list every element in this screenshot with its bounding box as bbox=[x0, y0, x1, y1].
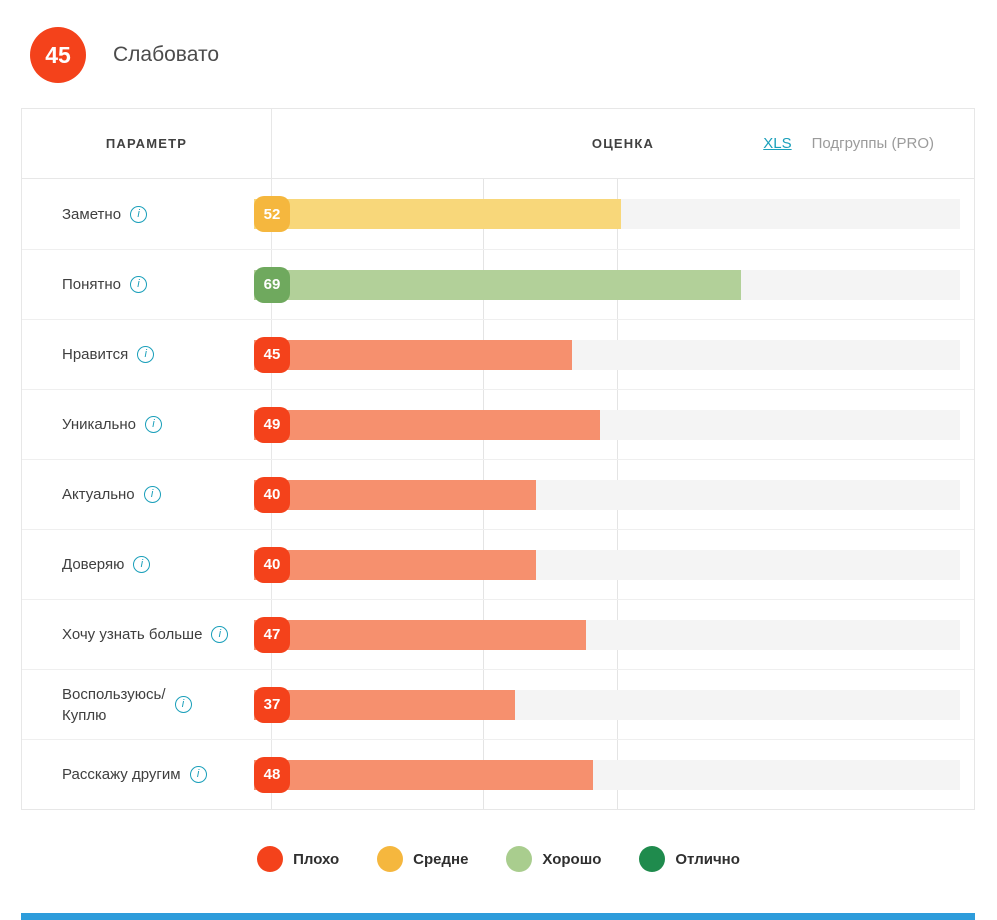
table-row: Понятно i 69 bbox=[22, 249, 974, 319]
legend-dot bbox=[506, 846, 533, 872]
bar-cell: 37 bbox=[254, 670, 974, 739]
score-badge: 45 bbox=[254, 336, 290, 373]
score-badge: 40 bbox=[254, 476, 290, 513]
parameter-cell: Хочу узнать больше i bbox=[22, 600, 272, 669]
legend-item: Средне bbox=[377, 846, 468, 872]
survey-report-page: 45 Слабовато ПАРАМЕТР ОЦЕНКА XLS Подгруп… bbox=[0, 27, 997, 920]
score-badge: 48 bbox=[254, 756, 290, 793]
info-icon[interactable]: i bbox=[137, 346, 155, 363]
bar-cell: 45 bbox=[254, 320, 974, 389]
parameter-label: Актуально bbox=[62, 486, 135, 503]
info-icon[interactable]: i bbox=[130, 205, 148, 223]
table-row: Хочу узнать больше i 47 bbox=[22, 599, 974, 669]
parameter-label: Расскажу другим bbox=[62, 766, 181, 783]
footer-strip bbox=[21, 913, 975, 920]
legend-label: Хорошо bbox=[542, 850, 602, 868]
bar-fill bbox=[254, 199, 622, 229]
table-row: Уникально i 49 bbox=[22, 389, 974, 459]
info-icon[interactable]: i bbox=[144, 416, 162, 433]
info-icon[interactable]: i bbox=[189, 766, 207, 783]
parameter-cell: Заметно i bbox=[22, 179, 272, 249]
column-header-score: ОЦЕНКА bbox=[591, 136, 655, 151]
table-row: Расскажу другим i 48 bbox=[22, 739, 974, 809]
bar-track bbox=[254, 339, 960, 370]
legend-dot bbox=[257, 846, 284, 872]
bar-track bbox=[254, 409, 960, 440]
table-row: Заметно i 52 bbox=[22, 179, 974, 249]
bar-cell: 40 bbox=[254, 460, 974, 529]
parameter-label: Воспользуюсь/ Куплю bbox=[62, 685, 166, 724]
bar-fill bbox=[254, 759, 593, 790]
bar-fill bbox=[254, 689, 516, 720]
bar-cell: 40 bbox=[254, 530, 974, 599]
bar-fill bbox=[254, 269, 742, 300]
score-badge: 37 bbox=[254, 686, 290, 723]
parameter-label: Доверяю bbox=[62, 556, 125, 573]
bar-track bbox=[254, 269, 960, 300]
score-badge: 40 bbox=[254, 546, 290, 583]
table-row: Воспользуюсь/ Куплю i 37 bbox=[22, 669, 974, 739]
parameter-cell: Расскажу другим i bbox=[22, 740, 272, 809]
bar-track bbox=[254, 479, 960, 510]
bar-cell: 49 bbox=[254, 390, 974, 459]
legend-item: Хорошо bbox=[506, 846, 601, 872]
info-icon[interactable]: i bbox=[211, 626, 229, 643]
score-badge: 69 bbox=[254, 266, 290, 303]
score-badge: 52 bbox=[254, 196, 290, 232]
table-row: Нравится i 45 bbox=[22, 319, 974, 389]
bar-track bbox=[254, 199, 960, 229]
bar-track bbox=[254, 549, 960, 580]
table-row: Актуально i 40 bbox=[22, 459, 974, 529]
legend-dot bbox=[639, 846, 666, 872]
scores-table: ПАРАМЕТР ОЦЕНКА XLS Подгруппы (PRO) Заме… bbox=[21, 108, 975, 810]
bar-fill bbox=[254, 339, 572, 370]
parameter-label: Уникально bbox=[62, 416, 136, 433]
parameter-cell: Нравится i bbox=[22, 320, 272, 389]
legend-item: Отлично bbox=[639, 846, 740, 872]
parameter-label: Заметно bbox=[62, 205, 122, 223]
xls-download-link[interactable]: XLS bbox=[763, 135, 792, 152]
subgroups-pro-link[interactable]: Подгруппы (PRO) bbox=[811, 135, 934, 152]
bar-fill bbox=[254, 409, 600, 440]
bar-track bbox=[254, 759, 960, 790]
bar-fill bbox=[254, 549, 537, 580]
bar-track bbox=[254, 619, 960, 650]
bar-cell: 48 bbox=[254, 740, 974, 809]
parameter-cell: Уникально i bbox=[22, 390, 272, 459]
bar-cell: 47 bbox=[254, 600, 974, 669]
table-header-right: ОЦЕНКА XLS Подгруппы (PRO) bbox=[272, 109, 974, 178]
bar-fill bbox=[254, 619, 586, 650]
bar-fill bbox=[254, 479, 537, 510]
parameter-cell: Понятно i bbox=[22, 250, 272, 319]
info-icon[interactable]: i bbox=[143, 486, 161, 503]
legend: Плохо Средне Хорошо Отлично bbox=[0, 846, 997, 872]
legend-label: Плохо bbox=[293, 850, 340, 868]
parameter-cell: Актуально i bbox=[22, 460, 272, 529]
parameter-label: Нравится bbox=[62, 346, 129, 363]
info-icon[interactable]: i bbox=[130, 276, 148, 293]
score-badge: 49 bbox=[254, 406, 290, 443]
parameter-cell: Воспользуюсь/ Куплю i bbox=[22, 670, 272, 739]
column-header-parameter: ПАРАМЕТР bbox=[22, 109, 272, 178]
overall-score-circle: 45 bbox=[30, 27, 86, 83]
bar-track bbox=[254, 689, 960, 720]
table-header-row: ПАРАМЕТР ОЦЕНКА XLS Подгруппы (PRO) bbox=[22, 109, 974, 179]
legend-dot bbox=[377, 846, 404, 872]
score-badge: 47 bbox=[254, 616, 290, 653]
parameter-label: Понятно bbox=[62, 276, 122, 293]
legend-item: Плохо bbox=[257, 846, 339, 872]
table-row: Доверяю i 40 bbox=[22, 529, 974, 599]
overall-score-block: 45 Слабовато bbox=[30, 27, 997, 83]
parameter-cell: Доверяю i bbox=[22, 530, 272, 599]
overall-score-label: Слабовато bbox=[113, 43, 220, 66]
legend-label: Отлично bbox=[675, 850, 740, 868]
info-icon[interactable]: i bbox=[174, 696, 192, 713]
bar-cell: 69 bbox=[254, 250, 974, 319]
parameter-label: Хочу узнать больше bbox=[62, 626, 203, 643]
legend-label: Средне bbox=[413, 850, 469, 868]
bar-cell: 52 bbox=[254, 179, 974, 249]
info-icon[interactable]: i bbox=[133, 556, 151, 573]
